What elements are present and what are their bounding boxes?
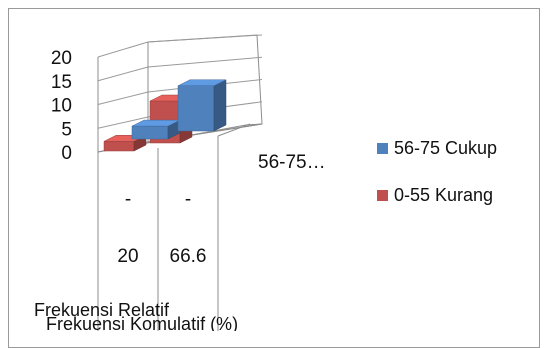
bar-front xyxy=(131,125,169,140)
back-gridline xyxy=(147,56,263,68)
side-gridline xyxy=(97,116,149,129)
side-gridline xyxy=(97,91,149,105)
table-cell-bottom: 66.6 xyxy=(170,246,207,267)
table-cell-top: - xyxy=(185,189,191,210)
y-tick-label: 0 xyxy=(61,143,72,164)
bar-side xyxy=(213,79,227,132)
bar-top xyxy=(177,79,227,87)
table-cell-bottom: 20 xyxy=(117,246,138,267)
depth-axis-label: 56-75… xyxy=(258,152,326,173)
side-gridline xyxy=(97,41,149,58)
y-tick-label: 5 xyxy=(61,119,72,140)
table-line xyxy=(217,123,251,137)
legend-label-series-1: 56-75 Cukup xyxy=(394,138,498,158)
table-row-label-1: Frekuensi Relatif xyxy=(34,300,170,320)
y-tick-label: 15 xyxy=(51,72,72,93)
table-cell-top: - xyxy=(125,189,131,210)
y-tick-label: 20 xyxy=(51,48,72,69)
legend-swatch-series-2 xyxy=(377,190,388,201)
chart-plot: 20 15 105 0 56-75… - 20 - 66.6 Frekuensi RelatifF… xyxy=(34,34,326,331)
legend-swatch-series-1 xyxy=(377,143,388,154)
legend-label-series-2: 0-55 Kurang xyxy=(394,185,494,205)
y-tick-label: 10 xyxy=(51,96,72,117)
bar-front xyxy=(103,141,135,152)
table-row-label-2: Frekuensi Komulatif (%) xyxy=(46,314,238,331)
side-gridline xyxy=(97,66,149,82)
bar-front xyxy=(177,85,215,132)
back-gridline xyxy=(147,34,263,43)
